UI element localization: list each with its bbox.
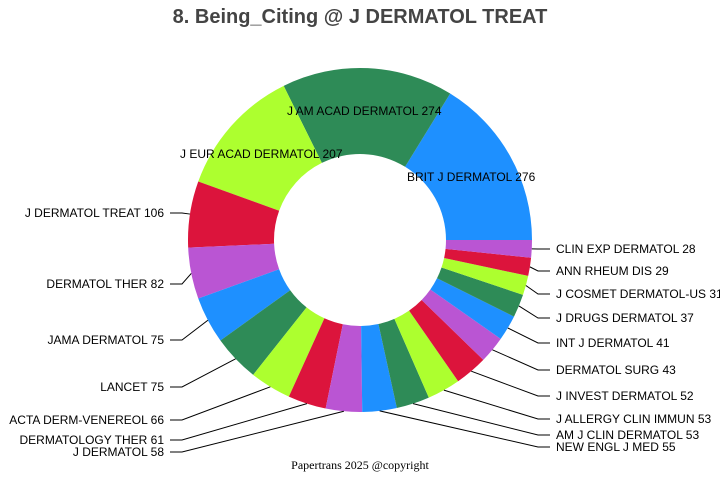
donut-slice: [430, 278, 515, 339]
leader-line: [379, 410, 550, 448]
slice-label: NEW ENGL J MED 55: [556, 440, 676, 454]
leader-lines: [170, 212, 550, 453]
slice-label: LANCET 75: [100, 380, 164, 394]
donut-slice: [198, 85, 322, 211]
slice-label: J DRUGS DERMATOL 37: [556, 311, 694, 325]
slice-label: BRIT J DERMATOL 276: [407, 170, 536, 184]
donut-slice: [283, 67, 451, 167]
copyright-footer: Papertrans 2025 @copyright: [291, 458, 429, 472]
leader-line: [170, 410, 344, 453]
slice-label: JAMA DERMATOL 75: [48, 333, 165, 347]
slice-label: J ALLERGY CLIN IMMUN 53: [556, 412, 711, 426]
leader-line: [170, 212, 191, 215]
donut-slice: [421, 289, 501, 360]
slice-label: AM J CLIN DERMATOL 53: [556, 428, 699, 442]
leader-line: [170, 273, 192, 285]
leader-line: [525, 285, 550, 295]
slice-label: DERMATOL SURG 43: [556, 363, 676, 377]
donut-slices: [188, 67, 532, 413]
donut-slice: [405, 93, 532, 240]
leader-line: [170, 386, 271, 421]
donut-slice: [445, 240, 532, 258]
donut-slice: [325, 324, 363, 413]
donut-slice: [378, 318, 429, 409]
slice-labels: BRIT J DERMATOL 276 J AM ACAD DERMATOL 27…: [9, 104, 720, 459]
leader-line: [518, 305, 550, 319]
donut-slice: [444, 248, 532, 276]
leader-line: [492, 349, 550, 371]
leader-line: [507, 327, 550, 344]
donut-slice: [288, 318, 343, 409]
leader-line: [170, 403, 308, 441]
slice-label: DERMATOL THER 82: [46, 277, 164, 291]
slice-label: DERMATOLOGY THER 61: [20, 433, 165, 447]
slice-label: ANN RHEUM DIS 29: [556, 264, 669, 278]
slice-label: INT J DERMATOL 41: [556, 336, 670, 350]
slice-label: ACTA DERM-VENEREOL 66: [9, 413, 164, 427]
slice-label: J DERMATOL TREAT 106: [25, 206, 164, 220]
slice-label: J EUR ACAD DERMATOL 207: [180, 147, 343, 161]
donut-slice: [198, 269, 291, 341]
slice-label: J INVEST DERMATOL 52: [556, 389, 694, 403]
donut-slice: [220, 290, 307, 375]
donut-slice: [409, 299, 484, 382]
leader-line: [443, 389, 550, 420]
chart-title: 8. Being_Citing @ J DERMATOL TREAT: [172, 6, 548, 28]
donut-slice: [361, 324, 397, 412]
slice-label: J COSMET DERMATOL-US 31: [556, 287, 720, 301]
donut-slice: [188, 181, 280, 248]
leader-line: [412, 403, 550, 436]
slice-label: J DERMATOL 58: [73, 445, 164, 459]
donut-slice: [441, 257, 529, 295]
leader-line: [170, 319, 209, 341]
leader-line: [170, 358, 236, 388]
slice-label: CLIN EXP DERMATOL 28: [556, 242, 696, 256]
donut-slice: [188, 243, 280, 299]
slice-label: J AM ACAD DERMATOL 274: [287, 104, 442, 118]
leader-line: [529, 266, 550, 272]
donut-slice: [437, 267, 524, 317]
donut-slice: [253, 307, 325, 397]
donut-slice: [394, 310, 459, 398]
leader-line: [471, 370, 550, 397]
